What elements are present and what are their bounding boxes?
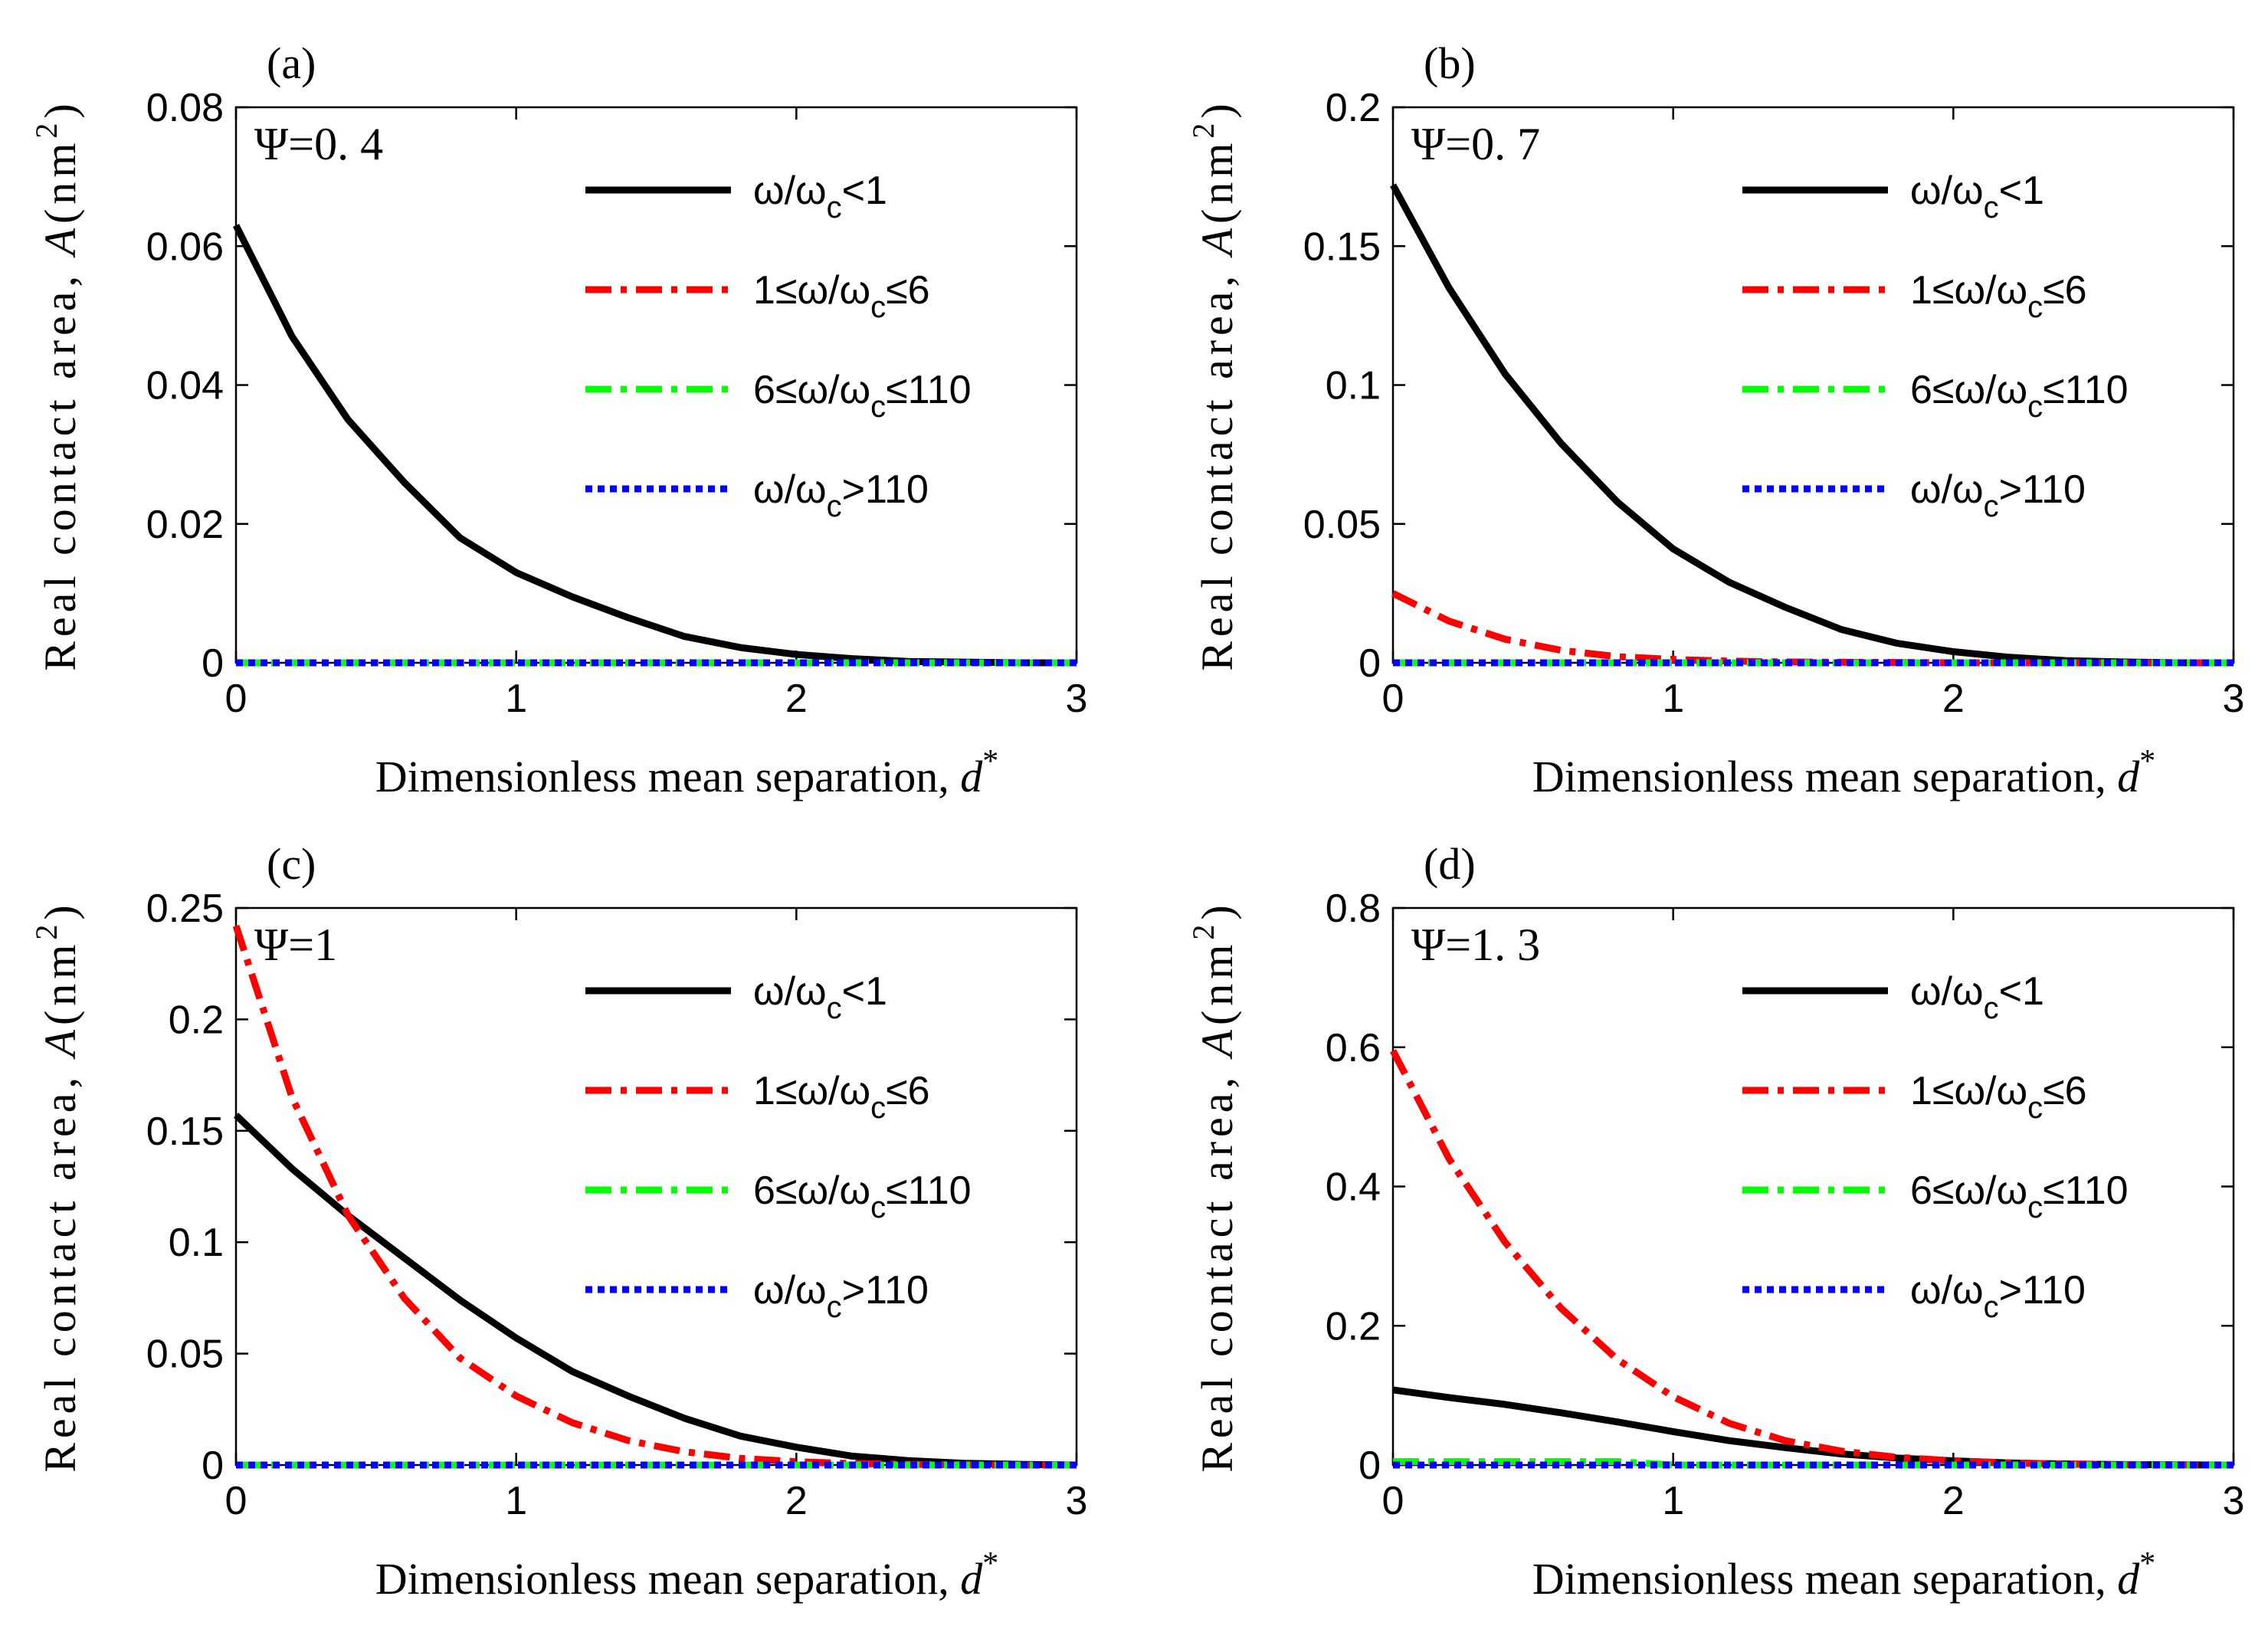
legend-label-1: ω/ωc<1	[753, 169, 887, 225]
x-tick-label: 3	[1066, 1479, 1088, 1523]
y-tick-label: 0.8	[1326, 887, 1381, 931]
x-tick-label: 0	[1382, 677, 1404, 721]
legend-label-4: ω/ωc>110	[753, 467, 929, 523]
y-tick-label: 0.1	[1326, 364, 1381, 408]
y-tick-label: 0.15	[1303, 225, 1381, 269]
y-tick-label: 0.6	[1326, 1026, 1381, 1070]
legend-label-3: 6≤ω/ωc≤110	[753, 1168, 972, 1224]
psi-annotation: Ψ=0. 7	[1411, 119, 1540, 169]
psi-annotation: Ψ=0. 4	[254, 119, 383, 169]
x-tick-label: 0	[1382, 1479, 1404, 1523]
x-tick-label: 2	[785, 1479, 808, 1523]
y-axis-label: Real contact area, A(nm2)	[29, 900, 85, 1473]
legend-label-1: ω/ωc<1	[753, 969, 887, 1025]
y-tick-label: 0	[1359, 1444, 1381, 1488]
y-tick-label: 0.08	[146, 86, 224, 130]
panel-label: (b)	[1424, 38, 1476, 88]
x-axis-label: Dimensionless mean separation, d*	[1532, 1546, 2156, 1604]
panel-d: 0 1 2 3 0 0.2 0.4 0.6 0.8 (d) Ψ=1. 3 ω/ωc<1 1≤ω/ωc≤6…	[1186, 839, 2244, 1604]
legend-label-2: 1≤ω/ωc≤6	[1910, 268, 2087, 324]
panel-b: 0 1 2 3 0 0.05 0.1 0.15 0.2 (b) Ψ=0. 7 ω/ωc<1 1≤ω/ωc…	[1186, 38, 2244, 801]
y-tick-label: 0.06	[146, 225, 224, 269]
legend-label-3: 6≤ω/ωc≤110	[1910, 1168, 2129, 1224]
x-tick-label: 3	[2223, 1479, 2245, 1523]
x-tick-label: 2	[1942, 677, 1965, 721]
legend-label-2: 1≤ω/ωc≤6	[1910, 1069, 2087, 1125]
legend-label-1: ω/ωc<1	[1910, 969, 2044, 1025]
y-tick-label: 0	[202, 1444, 224, 1488]
y-tick-label: 0.2	[1326, 86, 1381, 130]
y-tick-label: 0.02	[146, 503, 224, 547]
panel-a: 0 1 2 3 0 0.02 0.04 0.06 0.08 (a) Ψ=0. 4 ω/ωc<1 1≤ω/…	[29, 38, 1087, 801]
legend-label-2: 1≤ω/ωc≤6	[753, 1069, 930, 1125]
series-line-2	[1390, 1049, 2234, 1469]
panel-label: (a)	[267, 38, 316, 88]
x-tick-label: 1	[1662, 1479, 1684, 1523]
x-tick-label: 2	[785, 677, 808, 721]
panel-c: 0 1 2 3 0 0.05 0.1 0.15 0.2 0.25 (c) Ψ=1 ω/ωc<1 1≤ω/ω…	[29, 839, 1087, 1604]
y-tick-label: 0.2	[1326, 1304, 1381, 1349]
series-line-1	[233, 1113, 1077, 1469]
x-tick-label: 1	[505, 677, 527, 721]
y-tick-label: 0.05	[1303, 503, 1381, 547]
y-axis-label: Real contact area, A(nm2)	[1186, 99, 1242, 671]
y-tick-label: 0.04	[146, 364, 224, 408]
y-tick-label: 0	[202, 641, 224, 686]
x-tick-label: 3	[1066, 677, 1088, 721]
y-tick-label: 0.4	[1326, 1165, 1381, 1210]
series-line-1	[1390, 183, 2234, 667]
x-axis-label: Dimensionless mean separation, d*	[375, 744, 999, 801]
x-tick-label: 2	[1942, 1479, 1965, 1523]
series-line-1	[1392, 1386, 2234, 1469]
panel-label: (d)	[1424, 839, 1476, 889]
y-tick-label: 0.1	[169, 1221, 224, 1265]
series-line-2	[1391, 590, 2234, 667]
y-tick-label: 0.15	[146, 1109, 224, 1154]
x-tick-label: 1	[505, 1479, 527, 1523]
y-tick-label: 0	[1359, 641, 1381, 686]
y-tick-label: 0.2	[169, 998, 224, 1042]
x-tick-label: 0	[225, 1479, 247, 1523]
x-axis-label: Dimensionless mean separation, d*	[1532, 744, 2156, 801]
y-axis-label: Real contact area, A(nm2)	[29, 99, 85, 671]
panel-label: (c)	[267, 839, 316, 889]
y-tick-label: 0.25	[146, 887, 224, 931]
legend-label-3: 6≤ω/ωc≤110	[753, 368, 972, 424]
y-axis-label: Real contact area, A(nm2)	[1186, 900, 1242, 1473]
legend-label-4: ω/ωc>110	[753, 1268, 929, 1324]
legend-label-4: ω/ωc>110	[1910, 467, 2086, 523]
psi-annotation: Ψ=1	[254, 919, 337, 970]
x-tick-label: 1	[1662, 677, 1684, 721]
x-tick-label: 0	[225, 677, 247, 721]
y-tick-label: 0.05	[146, 1332, 224, 1377]
legend-label-2: 1≤ω/ωc≤6	[753, 268, 930, 324]
legend-label-1: ω/ωc<1	[1910, 169, 2044, 225]
psi-annotation: Ψ=1. 3	[1411, 919, 1540, 970]
series-line-2	[232, 924, 1077, 1469]
legend-label-4: ω/ωc>110	[1910, 1268, 2086, 1324]
x-tick-label: 3	[2223, 677, 2245, 721]
legend-label-3: 6≤ω/ωc≤110	[1910, 368, 2129, 424]
x-axis-label: Dimensionless mean separation, d*	[375, 1546, 999, 1604]
